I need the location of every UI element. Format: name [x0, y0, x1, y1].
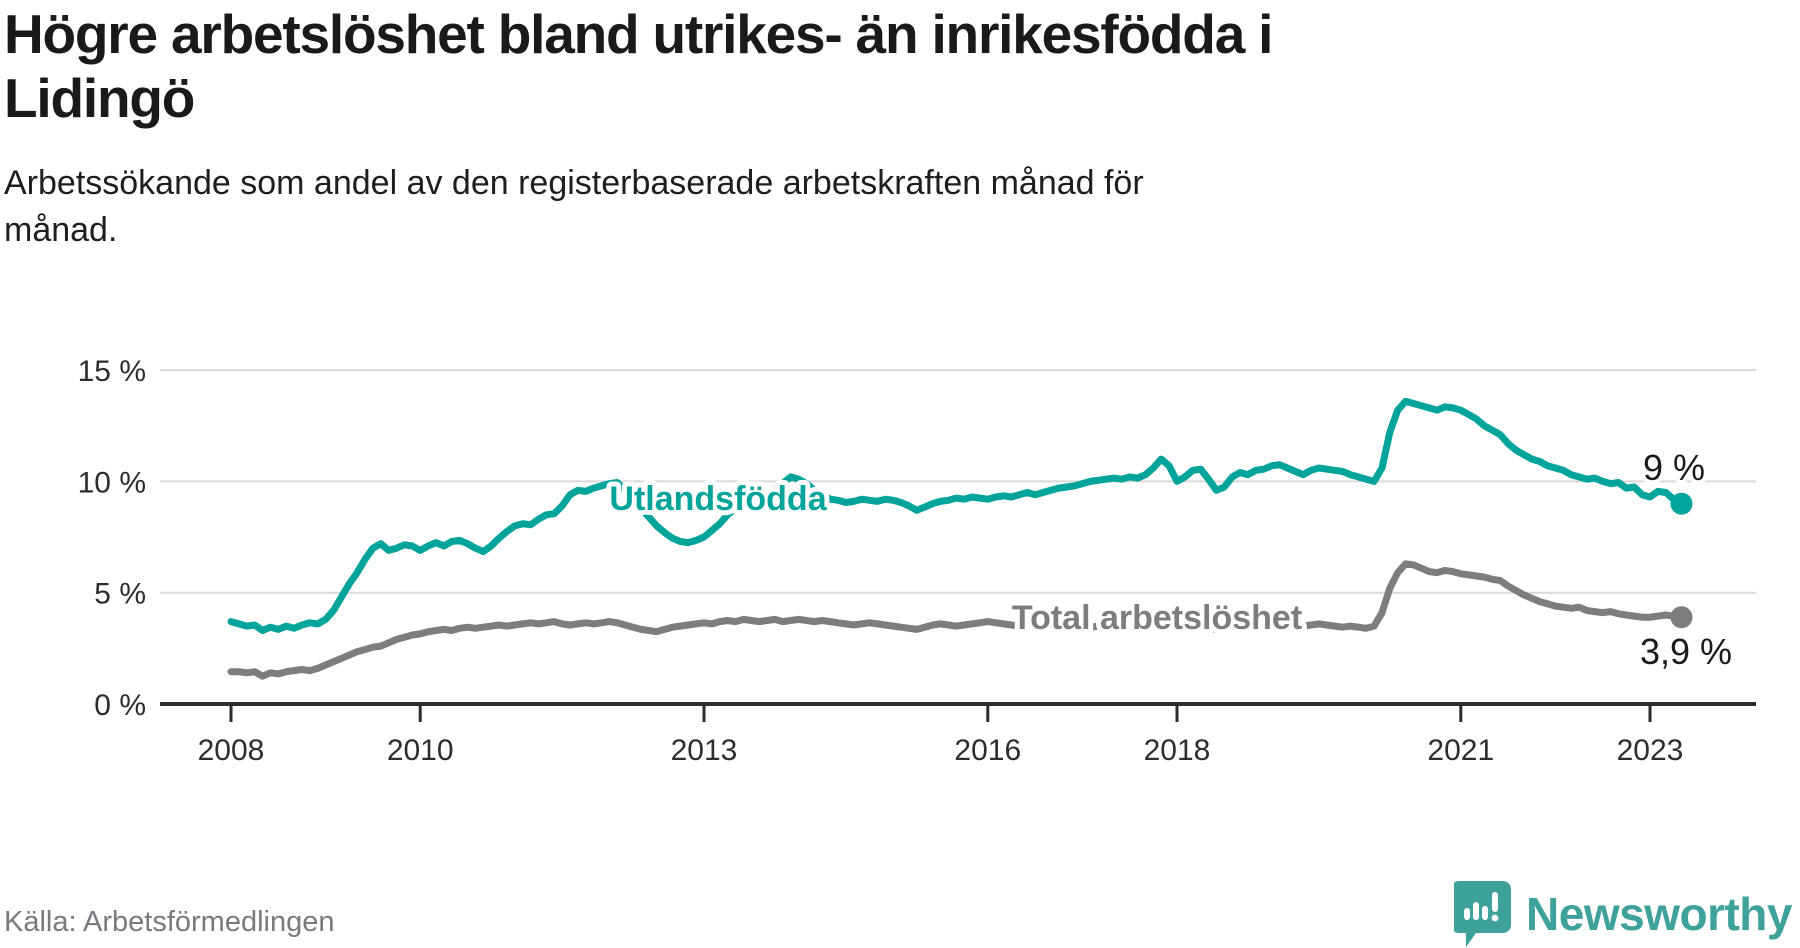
x-tick-label: 2023	[1617, 734, 1684, 767]
y-tick-label: 15 %	[78, 355, 146, 388]
x-tick-label: 2021	[1427, 734, 1494, 767]
chart-subtitle: Arbetssökande som andel av den registerb…	[4, 160, 1144, 254]
y-tick-label: 0 %	[94, 689, 146, 722]
title-line-1: Högre arbetslöshet bland utrikes- än inr…	[4, 3, 1273, 65]
y-tick-label: 5 %	[94, 578, 146, 611]
x-tick-label: 2016	[954, 734, 1021, 767]
subtitle-line-1: Arbetssökande som andel av den registerb…	[4, 164, 1144, 202]
title-line-2: Lidingö	[4, 67, 195, 129]
bar-chart-glyph	[1464, 892, 1499, 922]
series-line-0	[227, 397, 1685, 634]
subtitle-line-2: månad.	[4, 211, 118, 249]
series-end-value-labels: 9 % 3,9 %	[1636, 443, 1736, 676]
x-axis	[160, 702, 1756, 722]
x-tick-label: 2013	[671, 734, 738, 767]
series-labels: Utlandsfödda Total arbetslöshet	[604, 475, 1307, 642]
series-end-dot-1	[1670, 606, 1693, 629]
series-label-1: Total arbetslöshet	[1012, 599, 1302, 637]
gridlines	[160, 369, 1756, 594]
series-line-1	[227, 560, 1685, 680]
brand-footer: Newsworthy	[1454, 880, 1792, 948]
series-end-label-1: 3,9 %	[1640, 631, 1732, 672]
y-axis-labels: 0 % 5 % 10 % 15 %	[78, 355, 146, 722]
page-title: Högre arbetslöshet bland utrikes- än inr…	[4, 2, 1273, 130]
series-end-label-0: 9 %	[1643, 447, 1705, 488]
brand-wordmark: Newsworthy	[1526, 888, 1792, 940]
x-tick-label: 2010	[387, 734, 454, 767]
source-note: Källa: Arbetsförmedlingen	[4, 906, 335, 938]
x-axis-labels: 2008 2010 2013 2016 2018 2021 2023	[198, 734, 1684, 767]
series-lines	[227, 397, 1685, 680]
series-end-dots	[1670, 492, 1693, 629]
series-end-dot-0	[1670, 492, 1693, 515]
y-tick-label: 10 %	[78, 466, 146, 499]
newsworthy-logo-icon	[1454, 881, 1512, 947]
x-tick-label: 2008	[198, 734, 265, 767]
series-label-0: Utlandsfödda	[609, 480, 827, 518]
x-tick-label: 2018	[1144, 734, 1211, 767]
